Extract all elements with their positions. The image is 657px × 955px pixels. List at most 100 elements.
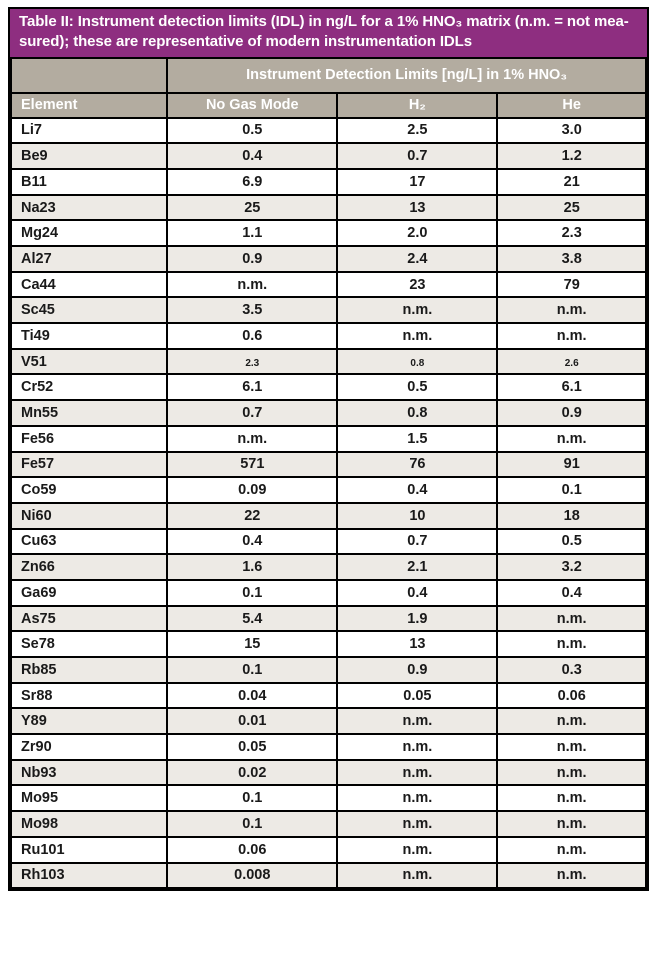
value-cell: 0.4: [166, 142, 339, 170]
value-cell: 0.09: [166, 476, 339, 504]
value-cell: 5.4: [166, 604, 339, 633]
value-cell: 21: [496, 167, 647, 196]
table-row: Ni60 22 10 18: [9, 501, 647, 530]
table-row: B11 6.9 17 21: [9, 167, 647, 196]
value-cell: 0.9: [336, 656, 499, 684]
table-title-line1: Table II: Instrument detection limits (I…: [19, 13, 629, 30]
column-header-h2: H₂: [336, 91, 499, 119]
value-cell: 1.2: [496, 142, 647, 170]
value-cell: 25: [496, 193, 647, 222]
table-row: Ti49 0.6 n.m. n.m.: [9, 322, 647, 350]
value-cell: n.m.: [336, 758, 499, 787]
element-cell: Rb85: [9, 656, 169, 684]
value-cell: 1.9: [336, 604, 499, 633]
element-cell: Ni60: [9, 501, 169, 530]
value-cell: n.m.: [496, 707, 647, 736]
element-cell: As75: [9, 604, 169, 633]
value-cell: 0.4: [166, 527, 339, 556]
value-cell: n.m.: [496, 296, 647, 325]
value-cell: n.m.: [496, 784, 647, 813]
element-cell: Sr88: [9, 681, 169, 710]
value-cell: 2.3: [166, 347, 339, 376]
value-cell: n.m.: [496, 733, 647, 761]
table-row: Zr90 0.05 n.m. n.m.: [9, 733, 647, 761]
column-header-element: Element: [9, 91, 169, 119]
value-cell: n.m.: [336, 322, 499, 350]
table-row: Fe56 n.m. 1.5 n.m.: [9, 424, 647, 453]
value-cell: n.m.: [336, 296, 499, 325]
element-cell: Be9: [9, 142, 169, 170]
value-cell: 0.7: [336, 142, 499, 170]
value-cell: n.m.: [496, 604, 647, 633]
column-header-no-gas-mode: No Gas Mode: [166, 91, 339, 119]
span-header: Instrument Detection Limits [ng/L] in 1%…: [166, 56, 647, 94]
value-cell: n.m.: [496, 835, 647, 864]
element-cell: Y89: [9, 707, 169, 736]
corner-cell: [9, 56, 169, 94]
element-cell: Ti49: [9, 322, 169, 350]
table-row: Ru101 0.06 n.m. n.m.: [9, 835, 647, 864]
value-cell: 0.5: [336, 373, 499, 402]
element-cell: Ga69: [9, 578, 169, 607]
value-cell: 22: [166, 501, 339, 530]
table-row: Mo98 0.1 n.m. n.m.: [9, 810, 647, 838]
value-cell: 79: [496, 270, 647, 299]
element-cell: Nb93: [9, 758, 169, 787]
element-cell: Co59: [9, 476, 169, 504]
column-header-row: Element No Gas Mode H₂ He: [9, 91, 647, 119]
element-cell: Na23: [9, 193, 169, 222]
table-title-line2: sured); these are representative of mode…: [19, 32, 472, 50]
element-cell: Ca44: [9, 270, 169, 299]
value-cell: 0.4: [336, 578, 499, 607]
table-row: Al27 0.9 2.4 3.8: [9, 245, 647, 273]
element-cell: Mo95: [9, 784, 169, 813]
value-cell: 0.5: [496, 527, 647, 556]
span-header-row: Instrument Detection Limits [ng/L] in 1%…: [9, 56, 647, 94]
value-cell: 6.1: [166, 373, 339, 402]
value-cell: 0.01: [166, 707, 339, 736]
value-cell: 15: [166, 630, 339, 659]
value-cell: 25: [166, 193, 339, 222]
table-row: Ga69 0.1 0.4 0.4: [9, 578, 647, 607]
value-cell: n.m.: [336, 810, 499, 838]
table-row: Be9 0.4 0.7 1.2: [9, 142, 647, 170]
value-cell: 0.04: [166, 681, 339, 710]
element-cell: Fe56: [9, 424, 169, 453]
value-cell: 13: [336, 630, 499, 659]
value-cell: 571: [166, 450, 339, 479]
value-cell: 13: [336, 193, 499, 222]
table-row: Cu63 0.4 0.7 0.5: [9, 527, 647, 556]
table-row: Rb85 0.1 0.9 0.3: [9, 656, 647, 684]
value-cell: 0.6: [166, 322, 339, 350]
value-cell: 0.008: [166, 861, 339, 890]
value-cell: 17: [336, 167, 499, 196]
value-cell: n.m.: [166, 424, 339, 453]
value-cell: 1.5: [336, 424, 499, 453]
value-cell: 76: [336, 450, 499, 479]
element-cell: Ru101: [9, 835, 169, 864]
value-cell: 3.8: [496, 245, 647, 273]
value-cell: n.m.: [496, 758, 647, 787]
table-row: Fe57 571 76 91: [9, 450, 647, 479]
element-cell: Rh103: [9, 861, 169, 890]
table-row: Ca44 n.m. 23 79: [9, 270, 647, 299]
table-row: Mg24 1.1 2.0 2.3: [9, 219, 647, 248]
value-cell: 0.05: [166, 733, 339, 761]
value-cell: 6.9: [166, 167, 339, 196]
value-cell: n.m.: [336, 784, 499, 813]
column-header-he: He: [496, 91, 647, 119]
value-cell: n.m.: [496, 861, 647, 890]
value-cell: n.m.: [496, 630, 647, 659]
value-cell: n.m.: [496, 810, 647, 838]
value-cell: 0.7: [336, 527, 499, 556]
value-cell: 2.6: [496, 347, 647, 376]
value-cell: n.m.: [336, 733, 499, 761]
value-cell: 2.4: [336, 245, 499, 273]
value-cell: 0.1: [166, 656, 339, 684]
value-cell: 0.9: [166, 245, 339, 273]
table-row: Cr52 6.1 0.5 6.1: [9, 373, 647, 402]
table-title: Table II: Instrument detection limits (I…: [10, 9, 647, 57]
value-cell: 18: [496, 501, 647, 530]
value-cell: 2.1: [336, 553, 499, 581]
value-cell: 0.8: [336, 399, 499, 427]
